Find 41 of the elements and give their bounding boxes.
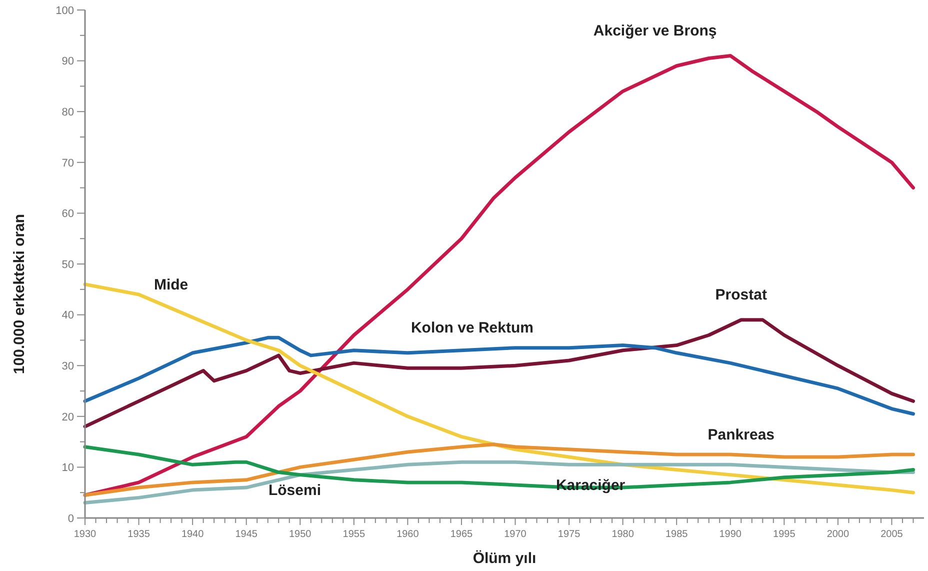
x-tick-label: 1995 <box>773 529 796 540</box>
x-tick-label: 1990 <box>719 529 742 540</box>
x-tick-label: 1955 <box>342 529 366 540</box>
y-tick-label: 70 <box>62 157 74 170</box>
x-tick-label: 1970 <box>504 529 527 540</box>
series-label: Lösemi <box>268 482 322 500</box>
series-label: Prostat <box>715 286 767 304</box>
x-tick-label: 2005 <box>880 529 904 540</box>
x-tick-label: 1960 <box>396 529 420 540</box>
y-axis-title: 100.000 erkekteki oran <box>11 214 28 374</box>
line-series <box>83 336 915 416</box>
y-tick-label: 80 <box>62 106 74 118</box>
y-tick-label: 60 <box>62 208 74 220</box>
series-label: Karaciğer <box>556 477 626 494</box>
series-label: Kolon ve Rektum <box>410 320 534 337</box>
line-series <box>83 460 915 505</box>
y-tick-label: 0 <box>68 512 74 525</box>
series-label: Pankreas <box>708 426 774 444</box>
line-series <box>83 54 915 497</box>
y-tick-label: 100 <box>56 4 74 17</box>
y-tick-label: 20 <box>62 411 74 424</box>
x-tick-label: 1950 <box>289 529 312 540</box>
x-tick-label: 2000 <box>826 529 850 540</box>
x-tick-label: 1975 <box>558 529 581 540</box>
series-label: Mide <box>154 276 188 294</box>
x-tick-label: 1965 <box>450 529 474 540</box>
y-tick-label: 30 <box>62 360 74 372</box>
y-tick-label: 50 <box>62 258 74 271</box>
x-tick-label: 1935 <box>128 529 150 540</box>
x-axis-title: Ölüm yılı <box>472 550 536 567</box>
x-tick-label: 1945 <box>235 529 258 540</box>
line-series <box>83 442 915 497</box>
x-tick-label: 1985 <box>665 529 688 540</box>
series-label: Akciğer ve Bronş <box>593 22 717 40</box>
y-tick-label: 40 <box>62 310 74 322</box>
y-tick-label: 10 <box>62 462 74 474</box>
x-tick-label: 1930 <box>74 529 97 540</box>
x-tick-label: 1980 <box>612 529 634 540</box>
line-series <box>83 318 915 428</box>
x-tick-label: 1940 <box>181 529 204 540</box>
y-tick-label: 90 <box>62 56 74 68</box>
